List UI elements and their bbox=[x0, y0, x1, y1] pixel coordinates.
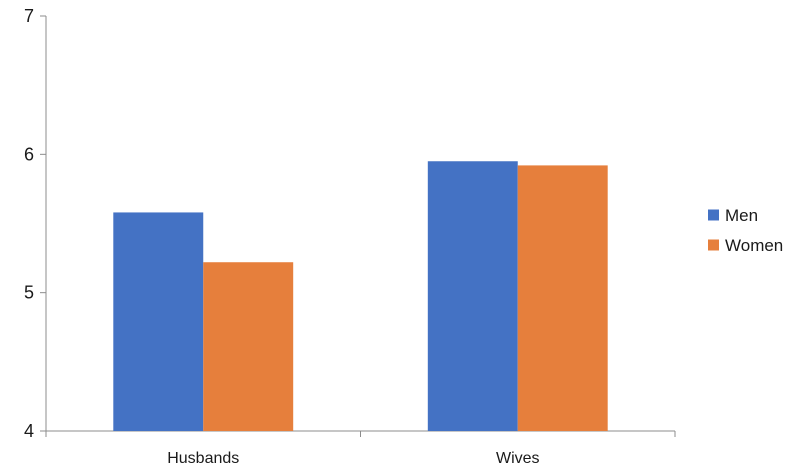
bar-men-wives bbox=[427, 161, 518, 431]
bar-women-wives bbox=[517, 165, 608, 431]
legend-label-men: Men bbox=[725, 206, 758, 225]
legend: Men Women bbox=[708, 206, 783, 255]
y-tick-label: 4 bbox=[24, 421, 34, 441]
y-tick-label: 5 bbox=[24, 283, 34, 303]
y-tick-label: 7 bbox=[24, 6, 34, 26]
legend-swatch-women bbox=[708, 239, 719, 251]
bars bbox=[113, 161, 608, 431]
bar-women-husbands bbox=[203, 262, 294, 431]
x-category-label: Husbands bbox=[167, 450, 239, 467]
legend-label-women: Women bbox=[725, 236, 783, 255]
axis-labels: 4 5 6 7 Husbands Wives bbox=[24, 6, 540, 467]
y-tick-label: 6 bbox=[24, 144, 34, 164]
bar-men-husbands bbox=[113, 212, 204, 431]
x-category-label: Wives bbox=[496, 450, 540, 467]
legend-swatch-men bbox=[708, 209, 719, 221]
